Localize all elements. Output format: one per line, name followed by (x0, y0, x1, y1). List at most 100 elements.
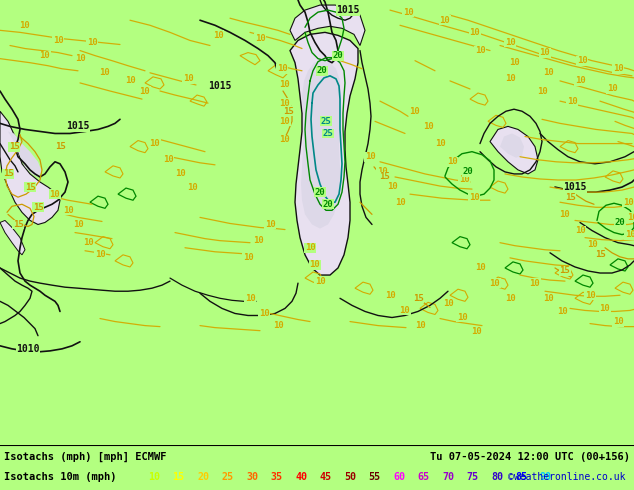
Text: 10: 10 (574, 226, 585, 235)
Polygon shape (500, 133, 524, 158)
Text: 50: 50 (344, 472, 356, 482)
Text: 10: 10 (148, 472, 160, 482)
Polygon shape (0, 220, 25, 255)
Text: 10: 10 (278, 135, 289, 144)
Text: Isotachs (mph) [mph] ECMWF: Isotachs (mph) [mph] ECMWF (4, 452, 167, 462)
Text: 20: 20 (314, 188, 325, 196)
Text: 10: 10 (623, 198, 633, 207)
Text: 10: 10 (53, 36, 63, 45)
Text: 10: 10 (567, 97, 578, 106)
Text: 10: 10 (100, 68, 110, 77)
Text: 10: 10 (470, 327, 481, 336)
Text: 20: 20 (323, 200, 333, 209)
Text: 10: 10 (252, 236, 263, 245)
Text: 10: 10 (415, 321, 425, 330)
Text: 10: 10 (309, 260, 320, 270)
Text: 10: 10 (446, 157, 457, 166)
Text: 10: 10 (612, 64, 623, 74)
Text: 60: 60 (393, 472, 405, 482)
Text: 1015: 1015 (336, 5, 359, 15)
Text: 10: 10 (505, 74, 515, 83)
Text: 10: 10 (150, 139, 160, 148)
Text: 15: 15 (595, 250, 605, 259)
Text: 30: 30 (246, 472, 258, 482)
Text: 15: 15 (9, 142, 20, 151)
Text: 55: 55 (368, 472, 380, 482)
Text: ©weatheronline.co.uk: ©weatheronline.co.uk (508, 472, 626, 482)
Polygon shape (490, 126, 538, 174)
Text: 40: 40 (295, 472, 307, 482)
Text: 10: 10 (410, 107, 420, 116)
Text: Tu 07-05-2024 12:00 UTC (00+156): Tu 07-05-2024 12:00 UTC (00+156) (430, 452, 630, 462)
Text: 10: 10 (574, 76, 585, 85)
Text: 10: 10 (600, 304, 611, 313)
Text: 15: 15 (378, 172, 389, 181)
Text: 10: 10 (276, 64, 287, 74)
Text: 10: 10 (475, 264, 486, 272)
Text: 20: 20 (463, 168, 474, 176)
Text: 35: 35 (271, 472, 283, 482)
Text: 10: 10 (212, 31, 223, 40)
Text: 10: 10 (585, 291, 595, 300)
Text: 10: 10 (139, 87, 150, 96)
Text: 10: 10 (280, 80, 290, 90)
Text: 15: 15 (413, 294, 424, 303)
Text: 10: 10 (314, 277, 325, 286)
Text: 10: 10 (394, 198, 405, 207)
Text: 10: 10 (403, 8, 413, 17)
Text: 10: 10 (73, 220, 84, 229)
Text: 80: 80 (491, 472, 503, 482)
Text: 1015: 1015 (563, 182, 586, 192)
Text: 10: 10 (612, 317, 623, 326)
Text: 1015: 1015 (208, 81, 232, 91)
Text: 10: 10 (607, 84, 618, 94)
Text: 10: 10 (183, 74, 193, 83)
Text: 45: 45 (320, 472, 332, 482)
Text: 10: 10 (75, 54, 86, 63)
Text: 10: 10 (470, 28, 481, 37)
Text: 10: 10 (536, 87, 547, 96)
Text: 15: 15 (32, 203, 43, 212)
Text: 85: 85 (515, 472, 527, 482)
Text: 10: 10 (49, 190, 60, 198)
Text: 10: 10 (94, 250, 105, 259)
Text: 20: 20 (333, 51, 344, 60)
Text: 10: 10 (443, 299, 453, 308)
Text: 10: 10 (458, 175, 469, 185)
Text: 10: 10 (63, 206, 74, 215)
Text: 10: 10 (423, 122, 434, 131)
Text: 10: 10 (456, 313, 467, 322)
Text: 90: 90 (540, 472, 552, 482)
Text: 10: 10 (529, 279, 540, 288)
Text: 10: 10 (273, 321, 283, 330)
Text: 10: 10 (264, 220, 275, 229)
Text: 10: 10 (387, 182, 398, 191)
Text: 10: 10 (245, 294, 256, 303)
Text: 10: 10 (20, 21, 30, 30)
Text: 10: 10 (174, 170, 185, 178)
Text: 1010: 1010 (16, 344, 40, 354)
Text: 10: 10 (510, 58, 521, 67)
Text: 10: 10 (255, 34, 266, 43)
Text: 15: 15 (283, 107, 294, 116)
Text: 10: 10 (439, 16, 450, 24)
Text: 15: 15 (25, 183, 36, 192)
Text: 10: 10 (586, 240, 597, 249)
Text: 10: 10 (560, 210, 571, 219)
Text: 10: 10 (280, 98, 290, 108)
Text: 10: 10 (163, 155, 173, 164)
Text: 10: 10 (626, 213, 634, 222)
Text: 10: 10 (624, 230, 634, 239)
Text: 10: 10 (505, 294, 515, 303)
Text: 25: 25 (221, 472, 233, 482)
Text: 10: 10 (557, 307, 567, 316)
Polygon shape (8, 131, 42, 177)
Text: 10: 10 (540, 48, 550, 57)
Text: 10: 10 (377, 168, 387, 176)
Text: 10: 10 (385, 291, 396, 300)
Text: 10: 10 (125, 76, 136, 85)
Text: 15: 15 (560, 267, 571, 275)
Text: 25: 25 (321, 117, 332, 126)
Text: 20: 20 (316, 66, 327, 75)
Text: Isotachs 10m (mph): Isotachs 10m (mph) (4, 472, 117, 482)
